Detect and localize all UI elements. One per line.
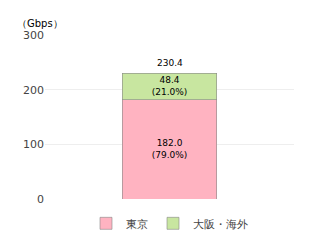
- svg-text:182.0(79.0%): 182.0(79.0%): [152, 138, 188, 160]
- svg-text:東京: 東京: [126, 218, 148, 231]
- svg-text:0: 0: [37, 193, 44, 206]
- svg-text:230.4: 230.4: [157, 58, 183, 68]
- svg-text:大阪・海外: 大阪・海外: [193, 218, 248, 231]
- svg-text:200: 200: [23, 84, 44, 97]
- svg-text:（Gbps）: （Gbps）: [17, 18, 63, 29]
- svg-text:300: 300: [23, 29, 44, 42]
- svg-text:100: 100: [23, 138, 44, 151]
- svg-text:48.4(21.0%): 48.4(21.0%): [152, 75, 188, 97]
